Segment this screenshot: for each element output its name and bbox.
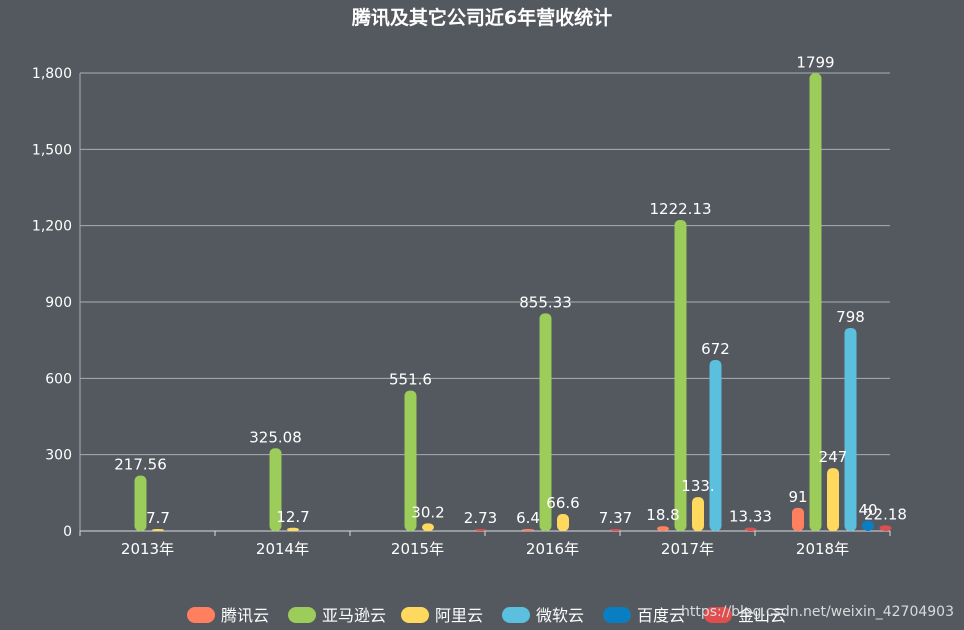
bar <box>657 526 669 531</box>
bar <box>744 527 757 531</box>
bar <box>674 220 687 531</box>
y-tick-label: 300 <box>45 448 72 464</box>
legend-item[interactable]: 百度云 <box>603 606 685 625</box>
bar <box>862 520 874 531</box>
legend-item[interactable]: 微软云 <box>502 606 584 625</box>
data-label: 7.37 <box>599 509 632 527</box>
data-label: 18.8 <box>646 506 679 524</box>
bar <box>152 529 164 531</box>
bar <box>269 448 282 531</box>
data-label: 217.56 <box>114 456 167 474</box>
bar <box>134 475 147 531</box>
y-tick-label: 1,500 <box>32 142 72 158</box>
bar <box>879 525 892 531</box>
bar <box>474 529 487 531</box>
data-label: 855.33 <box>519 293 572 311</box>
data-label: 91 <box>788 488 807 506</box>
legend-swatch <box>704 607 732 623</box>
data-label: 30.2 <box>411 503 444 521</box>
legend-swatch <box>187 607 215 623</box>
bar <box>609 529 622 531</box>
x-tick-label: 2016年 <box>526 540 579 558</box>
legend-swatch <box>401 607 429 623</box>
legend-item[interactable]: 阿里云 <box>401 606 483 625</box>
legend-label: 金山云 <box>738 606 786 625</box>
watermark: https://blog.csdn.net/weixin_42704903 <box>680 604 954 620</box>
data-label: 13.33 <box>729 508 772 526</box>
legend-swatch <box>502 607 530 623</box>
data-label: 40 <box>858 501 877 519</box>
legend-label: 亚马逊云 <box>322 606 386 625</box>
legend-label: 微软云 <box>536 606 584 625</box>
bar <box>709 360 722 531</box>
data-label: 1222.13 <box>649 200 711 218</box>
bar <box>404 390 417 531</box>
legend-swatch <box>603 607 631 623</box>
data-label: 12.7 <box>276 508 309 526</box>
legend-label: 百度云 <box>637 606 685 625</box>
data-label: 22.18 <box>864 505 907 523</box>
data-label: 66.6 <box>546 494 579 512</box>
y-tick-label: 1,200 <box>32 219 72 235</box>
data-label: 133. <box>681 477 714 495</box>
y-tick-label: 900 <box>45 295 72 311</box>
x-tick-label: 2014年 <box>256 540 309 558</box>
y-tick-label: 600 <box>45 371 72 387</box>
bar <box>539 313 552 531</box>
legend-swatch <box>288 607 316 623</box>
legend-item[interactable]: 腾讯云 <box>187 606 269 625</box>
legend-item[interactable]: 亚马逊云 <box>288 606 386 625</box>
data-label: 247 <box>819 448 848 466</box>
data-label: 672 <box>701 340 730 358</box>
bar <box>792 507 804 531</box>
legend-label: 腾讯云 <box>221 606 269 625</box>
bar <box>287 527 299 531</box>
chart-title: 腾讯及其它公司近6年营收统计 <box>351 6 612 29</box>
bar <box>809 73 822 531</box>
y-tick-label: 1,800 <box>32 66 72 82</box>
x-tick-label: 2013年 <box>121 540 174 558</box>
x-tick-label: 2018年 <box>796 540 849 558</box>
y-tick-label: 0 <box>63 524 72 540</box>
bar <box>827 468 839 531</box>
data-label: 2.73 <box>464 509 497 527</box>
data-label: 7.7 <box>146 509 170 527</box>
bar <box>844 327 857 531</box>
bar <box>692 497 704 531</box>
legend-label: 阿里云 <box>435 606 483 625</box>
legend-item[interactable]: 金山云 <box>704 606 786 625</box>
data-label: 551.6 <box>389 371 432 389</box>
data-label: 1799 <box>796 53 834 71</box>
bar <box>522 529 534 531</box>
data-label: 798 <box>836 308 865 326</box>
bar <box>422 523 434 531</box>
data-label: 6.4 <box>516 509 540 527</box>
data-label: 325.08 <box>249 428 302 446</box>
x-tick-label: 2015年 <box>391 540 444 558</box>
x-tick-label: 2017年 <box>661 540 714 558</box>
bar <box>557 514 569 531</box>
